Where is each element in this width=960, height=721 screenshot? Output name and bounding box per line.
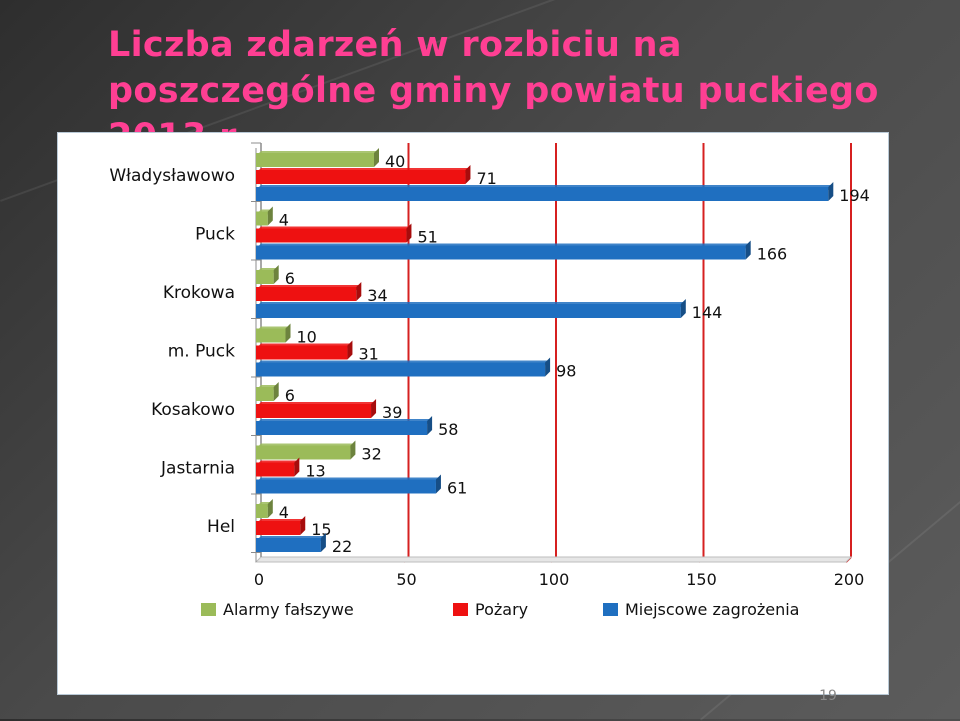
- x-tick-label: 200: [834, 570, 865, 589]
- bar-end-cap: [435, 474, 441, 494]
- data-label: 61: [447, 479, 467, 498]
- bar-end-cap: [267, 499, 273, 518]
- category-label: Kosakowo: [151, 400, 235, 420]
- bar-5-1: [256, 462, 295, 477]
- bar-end-cap: [356, 282, 362, 301]
- x-tick-label: 100: [539, 570, 570, 589]
- bar-end-cap: [320, 533, 326, 552]
- bar-1-2: [256, 245, 746, 260]
- bar-end-cap: [406, 223, 412, 243]
- category-label: m. Puck: [168, 342, 235, 362]
- bar-end-cap: [300, 516, 306, 535]
- page-number: 19: [819, 688, 837, 704]
- data-label: 4: [279, 211, 289, 230]
- bar-3-1: [256, 345, 348, 360]
- data-label: 4: [279, 503, 289, 522]
- bar-end-cap: [545, 357, 551, 377]
- bar-end-cap: [371, 399, 377, 418]
- category-label: Hel: [207, 517, 235, 537]
- data-label: 71: [476, 169, 496, 188]
- bar-end-cap: [828, 182, 834, 201]
- x-tick-label: 0: [254, 570, 264, 589]
- bar-2-2: [256, 304, 681, 318]
- category-label: Krokowa: [163, 283, 235, 303]
- category-label: Puck: [195, 225, 235, 245]
- data-label: 15: [311, 520, 331, 539]
- bar-end-cap: [427, 416, 433, 435]
- x-tick-label: 50: [396, 570, 416, 589]
- bar-chart: 0 50 100 150 200 Władysławowo 40 71 194 Puck 4 51 16…: [109, 142, 870, 619]
- chart-floor: [254, 556, 853, 563]
- data-label: 98: [556, 362, 576, 381]
- bar-4-1: [256, 404, 372, 418]
- bar-2-0: [256, 270, 274, 284]
- bar-1-0: [256, 211, 268, 226]
- bar-3-0: [256, 328, 286, 343]
- data-label: 34: [367, 286, 387, 305]
- bar-1-1: [256, 228, 407, 243]
- bar-3-2: [256, 362, 546, 377]
- data-label: 6: [285, 386, 295, 405]
- data-label: 31: [358, 345, 378, 364]
- bar-end-cap: [374, 148, 379, 167]
- data-label: 32: [361, 445, 381, 464]
- chart-frame: 0 50 100 150 200 Władysławowo 40 71 194 Puck 4 51 16…: [57, 132, 889, 695]
- category-label: Władysławowo: [109, 166, 235, 186]
- bar-end-cap: [350, 440, 356, 460]
- data-label: 166: [757, 245, 788, 264]
- bar-5-2: [256, 479, 436, 494]
- legend-swatch: [603, 603, 618, 616]
- data-label: 58: [438, 420, 458, 439]
- bar-6-1: [256, 521, 301, 535]
- data-label: 13: [305, 462, 325, 481]
- bar-end-cap: [294, 457, 300, 477]
- data-label: 22: [332, 537, 352, 556]
- slide-title: Liczba zdarzeń w rozbiciu na poszczególn…: [108, 25, 879, 157]
- x-tick-label: 150: [686, 570, 717, 589]
- data-label: 10: [297, 328, 317, 347]
- legend-label: Alarmy fałszywe: [223, 600, 354, 619]
- bar-end-cap: [273, 265, 279, 284]
- data-label: 39: [382, 403, 402, 422]
- data-label: 194: [839, 186, 870, 205]
- bar-0-2: [256, 187, 829, 201]
- legend-swatch: [453, 603, 468, 616]
- bar-6-2: [256, 538, 321, 552]
- bar-end-cap: [285, 323, 291, 343]
- bar-end-cap: [267, 206, 273, 226]
- data-label: 6: [285, 269, 295, 288]
- legend-swatch: [201, 603, 216, 616]
- legend-label: Pożary: [475, 600, 528, 619]
- bar-4-0: [256, 387, 274, 401]
- bar-end-cap: [347, 340, 353, 360]
- bar-0-1: [256, 170, 466, 184]
- bar-end-cap: [680, 299, 686, 318]
- legend-label: Miejscowe zagrożenia: [625, 600, 799, 619]
- bar-end-cap: [745, 240, 751, 260]
- category-label: Jastarnia: [160, 459, 235, 479]
- data-label: 51: [417, 228, 437, 247]
- data-label: 144: [692, 303, 723, 322]
- bar-4-2: [256, 421, 428, 435]
- bar-2-1: [256, 287, 357, 301]
- bar-0-0: [256, 153, 374, 167]
- bar-5-0: [256, 445, 351, 460]
- bar-end-cap: [465, 165, 471, 184]
- bar-end-cap: [273, 382, 279, 401]
- data-label: 40: [385, 152, 405, 171]
- bar-6-0: [256, 504, 268, 518]
